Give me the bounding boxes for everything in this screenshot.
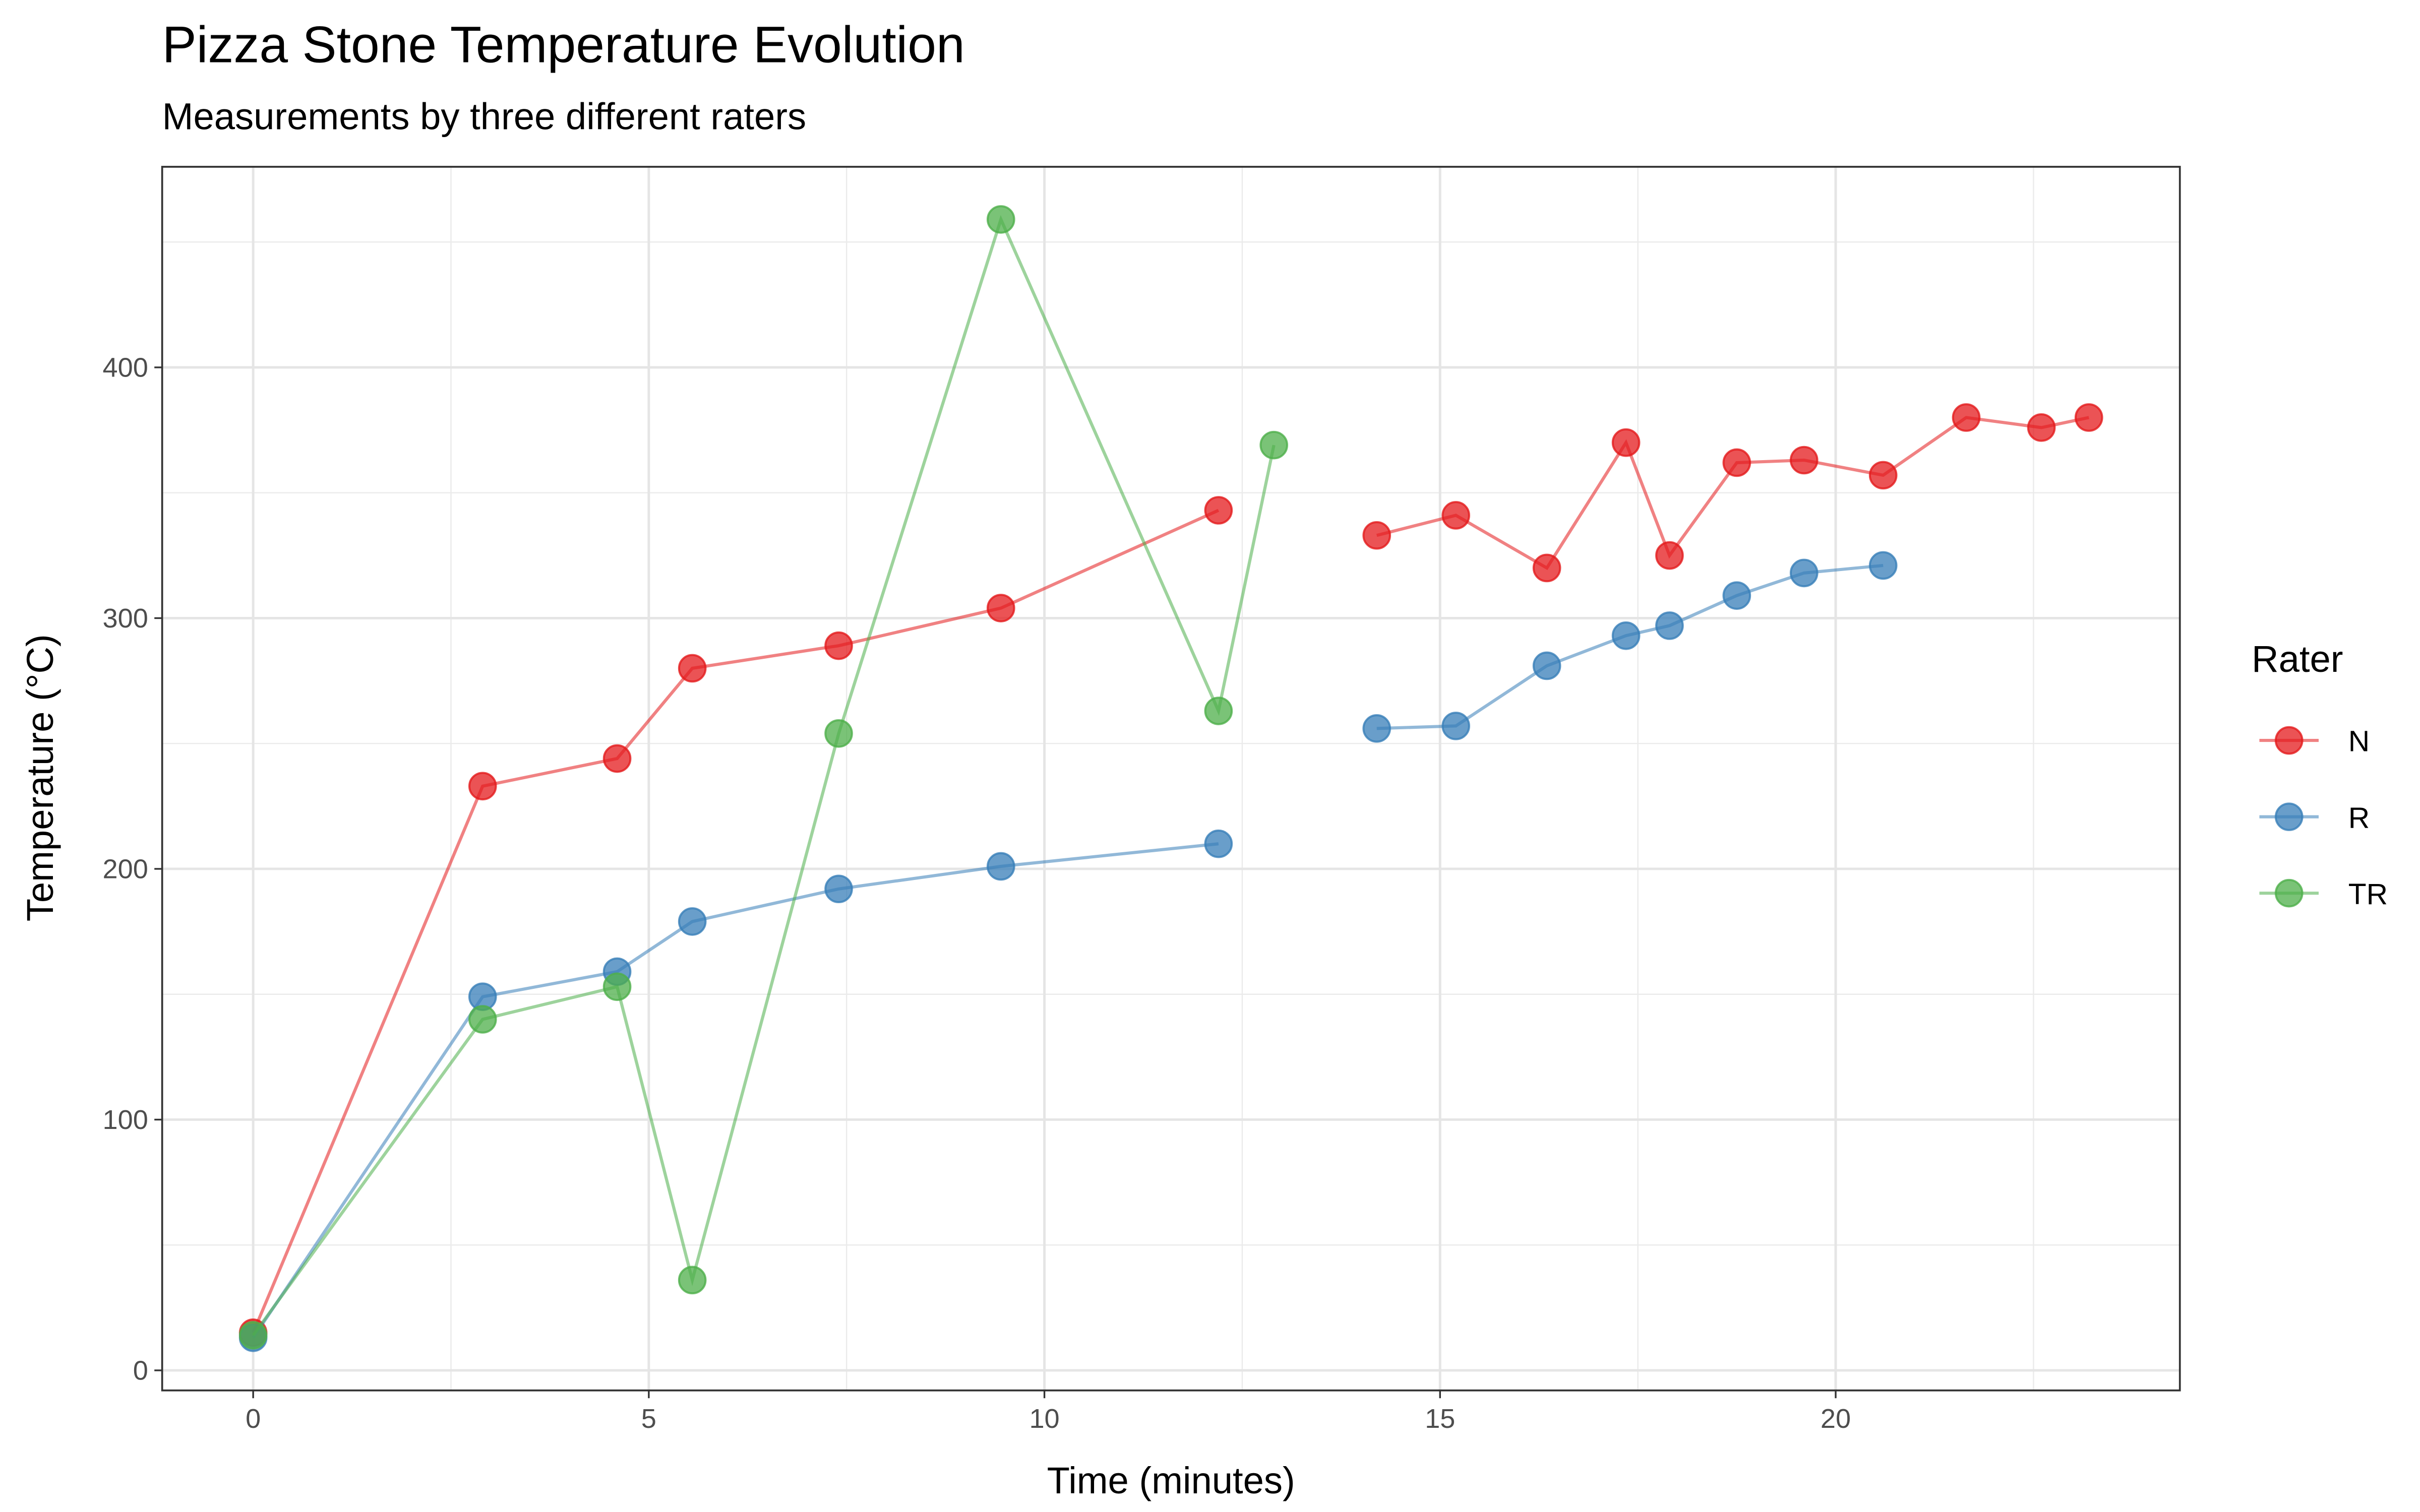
data-point-r: [1868, 551, 1898, 580]
x-tick-label: 20: [1821, 1404, 1851, 1434]
data-point-tr: [824, 719, 853, 748]
data-point-r: [1204, 829, 1233, 858]
data-point-n: [1868, 461, 1898, 490]
data-point-n: [2027, 413, 2056, 442]
data-point-r: [1722, 581, 1751, 610]
data-point-n: [1655, 541, 1684, 570]
grid-major: [162, 166, 2180, 1391]
panel-border: [161, 166, 2181, 1392]
data-point-tr: [468, 1005, 497, 1034]
x-axis: 0 5 10 15 20: [246, 1390, 1851, 1434]
legend-key-point: [2274, 726, 2304, 755]
data-point-tr: [602, 972, 632, 1001]
series-r: [238, 551, 1898, 1352]
y-axis: 0 100 200 300 400: [103, 352, 162, 1386]
legend-item-r: R: [2259, 801, 2370, 834]
data-point-n: [678, 654, 707, 683]
data-point-r: [1655, 611, 1684, 640]
data-point-n: [2074, 403, 2103, 432]
data-point-tr: [1259, 430, 1289, 460]
legend-item-n: N: [2259, 725, 2370, 758]
legend-key-point: [2274, 802, 2304, 831]
data-point-n: [1952, 403, 1981, 432]
data-point-r: [1532, 651, 1561, 680]
chart-subtitle: Measurements by three different raters: [162, 96, 806, 138]
legend-key-point: [2274, 878, 2304, 908]
data-point-n: [468, 772, 497, 801]
data-point-r: [1611, 621, 1641, 650]
data-point-n: [1441, 501, 1470, 530]
data-point-r: [678, 907, 707, 936]
data-point-n: [1362, 521, 1392, 550]
y-axis-title: Temperature (°C): [19, 634, 61, 921]
legend-label: TR: [2348, 878, 2388, 911]
data-point-r: [1362, 714, 1392, 743]
series-line-tr: [252, 215, 1276, 1337]
data-point-tr: [238, 1321, 268, 1350]
series-layer: [238, 205, 2103, 1352]
data-point-tr: [986, 205, 1015, 234]
x-tick-label: 5: [641, 1404, 656, 1434]
y-tick-label: 200: [103, 854, 148, 885]
data-point-r: [1441, 712, 1470, 740]
y-tick-label: 0: [133, 1356, 148, 1386]
data-point-r: [986, 852, 1015, 881]
data-point-n: [1532, 553, 1561, 583]
data-point-n: [602, 744, 632, 773]
x-tick-label: 10: [1029, 1404, 1059, 1434]
y-tick-label: 100: [103, 1105, 148, 1135]
data-point-n: [1789, 446, 1819, 475]
x-tick-label: 0: [246, 1404, 261, 1434]
data-point-n: [1611, 428, 1641, 457]
y-tick-label: 300: [103, 603, 148, 634]
data-point-r: [824, 874, 853, 904]
series-tr: [238, 205, 1289, 1350]
legend-label: R: [2348, 801, 2370, 834]
legend-item-tr: TR: [2259, 878, 2388, 911]
x-axis-title: Time (minutes): [1047, 1460, 1295, 1501]
x-tick-label: 15: [1425, 1404, 1455, 1434]
data-point-tr: [1204, 697, 1233, 725]
chart-title: Pizza Stone Temperature Evolution: [162, 16, 965, 74]
data-point-n: [1204, 496, 1233, 525]
data-point-n: [1722, 448, 1751, 477]
y-tick-label: 400: [103, 352, 148, 383]
legend-label: N: [2348, 725, 2370, 758]
data-point-tr: [678, 1266, 707, 1295]
legend: Rater N R TR: [2252, 638, 2388, 911]
data-point-r: [1789, 558, 1819, 588]
data-point-n: [824, 631, 853, 660]
legend-title: Rater: [2252, 638, 2343, 680]
data-point-n: [986, 594, 1015, 622]
